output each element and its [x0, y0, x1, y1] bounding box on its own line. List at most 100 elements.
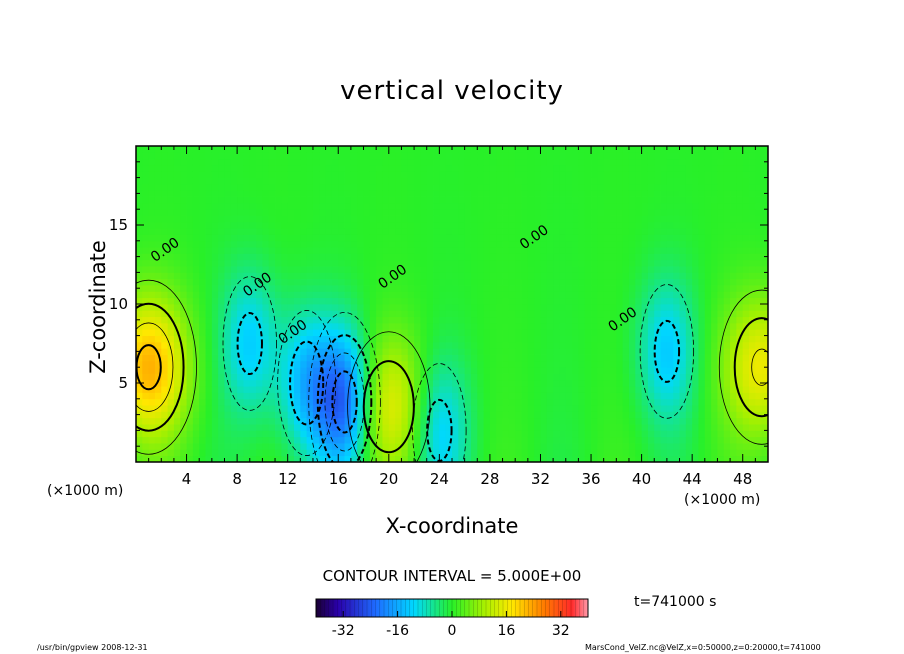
field-cell: [186, 234, 194, 242]
field-cell: [325, 259, 333, 267]
field-cell: [281, 164, 289, 172]
field-cell: [698, 322, 706, 330]
field-cell: [275, 240, 282, 248]
field-cell: [603, 417, 611, 425]
field-cell: [192, 272, 200, 280]
field-cell: [761, 329, 768, 336]
field-cell: [635, 335, 642, 343]
field-cell: [470, 316, 478, 324]
field-cell: [414, 443, 421, 450]
field-cell: [464, 291, 472, 299]
field-cell: [142, 272, 150, 280]
field-cell: [489, 455, 497, 462]
field-cell: [439, 392, 447, 400]
field-cell: [395, 291, 402, 299]
field-cell: [420, 297, 428, 305]
field-cell: [578, 310, 586, 318]
field-cell: [281, 424, 289, 431]
field-cell: [515, 405, 522, 412]
field-cell: [401, 259, 409, 267]
field-cell: [534, 278, 541, 286]
field-cell: [205, 240, 213, 248]
field-cell: [578, 367, 586, 374]
field-cell: [199, 443, 206, 450]
field-cell: [723, 348, 731, 355]
field-cell: [262, 373, 270, 381]
field-cell: [237, 398, 244, 406]
field-cell: [553, 417, 560, 425]
field-cell: [464, 310, 472, 318]
field-cell: [730, 386, 737, 393]
field-cell: [287, 240, 295, 248]
field-cell: [749, 259, 756, 267]
field-cell: [553, 322, 560, 330]
field-cell: [578, 164, 586, 172]
field-cell: [553, 335, 560, 343]
field-cell: [736, 171, 744, 178]
field-cell: [647, 424, 655, 431]
field-cell: [489, 430, 497, 438]
field-cell: [622, 354, 630, 362]
field-cell: [325, 392, 333, 400]
field-cell: [287, 183, 295, 191]
field-cell: [477, 348, 484, 355]
field-cell: [262, 348, 270, 355]
field-cell: [470, 443, 478, 450]
field-cell: [635, 360, 642, 368]
field-cell: [761, 322, 768, 330]
field-cell: [635, 202, 642, 210]
field-cell: [546, 221, 554, 229]
field-cell: [401, 424, 409, 431]
field-cell: [597, 228, 605, 235]
field-cell: [534, 183, 541, 191]
field-cell: [736, 411, 744, 419]
field-cell: [546, 417, 554, 425]
field-cell: [357, 215, 364, 223]
field-cell: [742, 436, 750, 444]
field-cell: [281, 247, 289, 254]
field-cell: [218, 455, 225, 462]
field-cell: [572, 196, 579, 204]
field-cell: [610, 398, 617, 406]
field-cell: [148, 449, 156, 457]
field-cell: [439, 367, 447, 374]
field-cell: [186, 278, 194, 286]
field-cell: [565, 304, 573, 311]
field-cell: [344, 247, 352, 254]
field-cell: [761, 259, 768, 267]
field-cell: [508, 240, 516, 248]
field-cell: [300, 430, 308, 438]
field-cell: [647, 190, 655, 197]
field-cell: [559, 234, 567, 242]
field-cell: [445, 373, 453, 381]
field-cell: [167, 449, 175, 457]
field-cell: [717, 146, 725, 153]
field-cell: [597, 443, 605, 450]
field-cell: [540, 341, 548, 349]
field-cell: [344, 443, 352, 450]
field-cell: [654, 310, 661, 318]
field-cell: [445, 228, 453, 235]
field-cell: [312, 354, 320, 362]
field-cell: [256, 417, 263, 425]
field-cell: [610, 291, 617, 299]
field-cell: [243, 424, 251, 431]
field-cell: [350, 164, 358, 172]
field-cell: [167, 291, 175, 299]
field-cell: [306, 348, 314, 355]
field-cell: [515, 158, 522, 166]
field-cell: [338, 436, 345, 444]
field-cell: [199, 411, 206, 419]
field-cell: [647, 329, 655, 336]
field-cell: [603, 228, 611, 235]
field-cell: [502, 177, 510, 185]
field-cell: [325, 373, 333, 381]
field-cell: [616, 221, 624, 229]
field-cell: [325, 316, 333, 324]
field-cell: [470, 228, 478, 235]
field-cell: [136, 297, 143, 305]
field-cell: [692, 266, 699, 273]
field-cell: [508, 291, 516, 299]
field-cell: [616, 430, 624, 438]
field-cell: [249, 190, 257, 197]
